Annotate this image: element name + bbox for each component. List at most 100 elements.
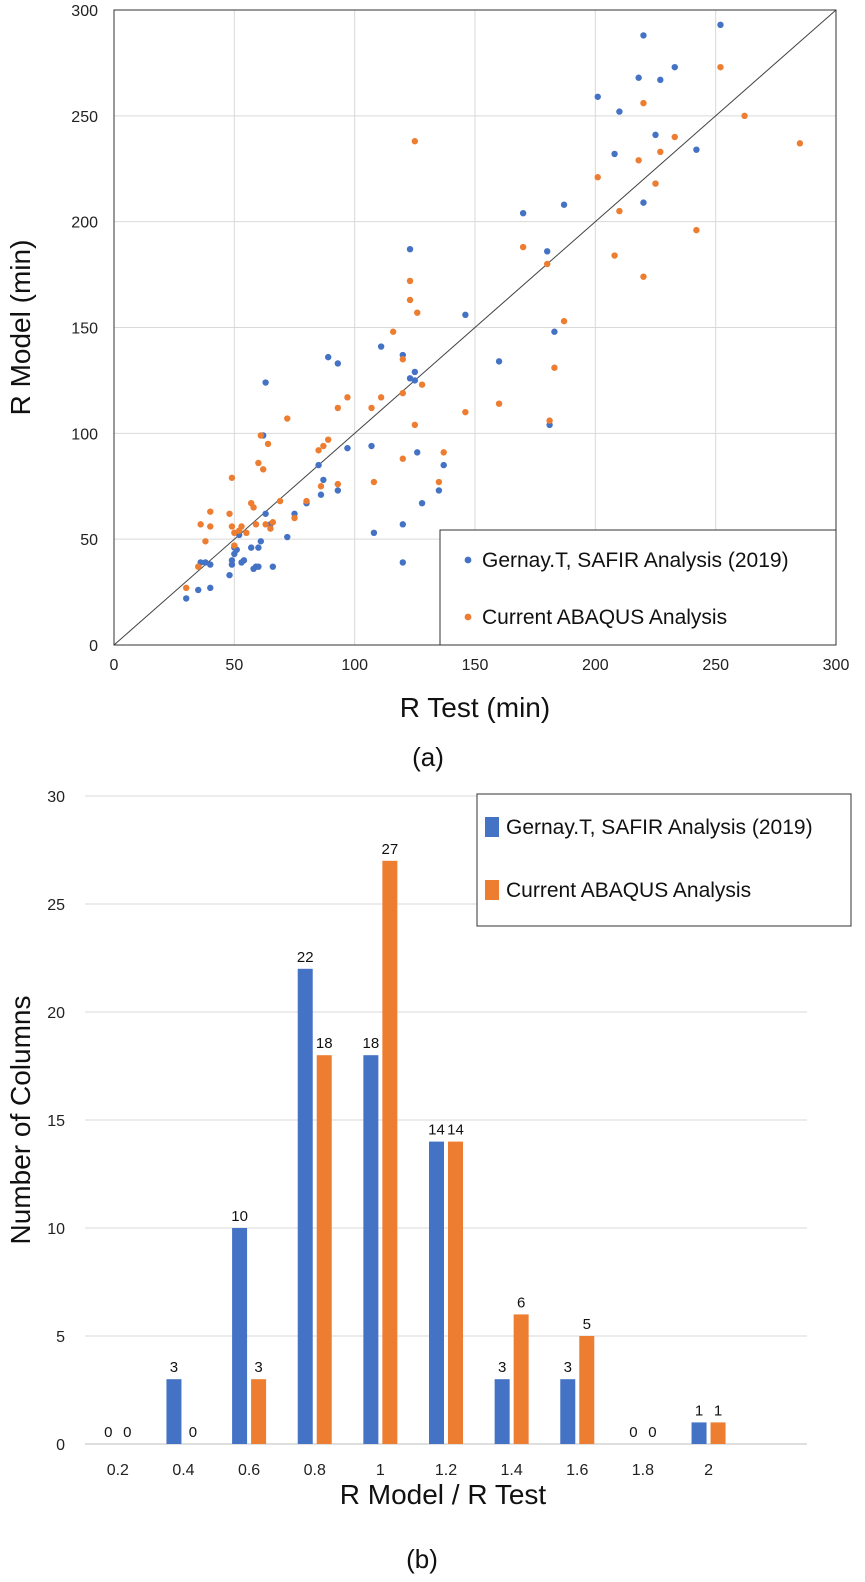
abaqus-point [560, 317, 568, 325]
abaqus-point [495, 400, 503, 407]
x-tick-label: 100 [341, 657, 368, 674]
legend: Gernay.T, SAFIR Analysis (2019) Current A… [439, 529, 837, 646]
safir-point [519, 210, 527, 217]
abaqus-point [238, 523, 245, 530]
abaqus-bar [448, 1141, 463, 1444]
safir-bar [166, 1379, 182, 1444]
safir-point [317, 491, 325, 498]
safir-bar [494, 1379, 510, 1444]
abaqus-point [257, 432, 265, 439]
subfigure-caption: (a) [412, 742, 444, 772]
safir-point [334, 487, 342, 494]
grid [85, 795, 807, 1445]
safir-point [616, 108, 623, 115]
safir-point [262, 379, 269, 386]
abaqus-point [406, 277, 414, 285]
safir-point [640, 32, 647, 39]
x-tick-label: 0.8 [304, 1462, 326, 1479]
tick-labels: 0 50 100 150 200 250 300 0 50 100 150 200 250 300 [71, 3, 849, 674]
x-tick-label: 50 [225, 657, 243, 674]
abaqus-point [519, 243, 527, 251]
x-tick-label: 1.2 [435, 1462, 457, 1479]
abaqus-point [594, 174, 601, 181]
bar-value-label: 0 [189, 1424, 197, 1441]
legend-label: Current ABAQUS Analysis [506, 879, 751, 902]
abaqus-point [640, 273, 647, 280]
x-tick-label: 1.6 [566, 1462, 588, 1479]
safir-point [202, 559, 209, 566]
x-tick-label: 250 [702, 657, 729, 674]
safir-point [406, 245, 414, 253]
subfigure-caption: (b) [406, 1544, 438, 1574]
bar-value-label: 18 [316, 1035, 333, 1052]
legend-swatch [485, 880, 499, 900]
safir-point [315, 461, 322, 469]
abaqus-point [611, 252, 618, 259]
safir-point [207, 584, 214, 592]
reference-line [113, 9, 837, 646]
y-tick-label: 100 [71, 426, 98, 443]
safir-point [611, 150, 618, 158]
safir-point [240, 557, 248, 564]
safir-point [255, 563, 262, 570]
bar-value-label: 10 [231, 1208, 248, 1225]
x-tick-label: 1 [376, 1462, 385, 1479]
safir-point [228, 557, 236, 564]
abaqus-point [243, 529, 250, 537]
abaqus-point [546, 417, 553, 424]
data-points [183, 21, 804, 602]
abaqus-point [671, 133, 678, 141]
abaqus-point [389, 328, 397, 335]
abaqus-point [399, 356, 406, 363]
safir-point [440, 461, 447, 469]
safir-point [226, 571, 233, 579]
abaqus-bar [251, 1379, 267, 1444]
abaqus-point [411, 138, 419, 145]
safir-point [399, 559, 406, 566]
safir-point [334, 360, 342, 367]
safir-point [544, 248, 551, 255]
safir-point [495, 358, 503, 365]
x-tick-label: 0.4 [172, 1462, 194, 1479]
legend-marker [464, 613, 472, 621]
safir-point [257, 538, 265, 545]
legend-box [476, 793, 852, 927]
abaqus-point [252, 521, 260, 528]
legend-label: Current ABAQUS Analysis [482, 606, 727, 629]
abaqus-point [231, 529, 238, 537]
abaqus-point [640, 99, 647, 107]
safir-point [435, 487, 443, 494]
y-tick-label: 50 [80, 532, 98, 549]
abaqus-point [551, 364, 558, 371]
scatter-chart: 0 50 100 150 200 250 300 0 50 100 150 200 250 300 Ger… [5, 3, 849, 772]
bar-value-label: 6 [517, 1294, 525, 1311]
y-tick-label: 5 [56, 1329, 65, 1346]
x-tick-label: 150 [462, 657, 489, 674]
safir-point [399, 521, 406, 528]
safir-point [284, 533, 291, 541]
x-tick-label: 200 [582, 657, 609, 674]
abaqus-point [334, 480, 342, 488]
abaqus-point [377, 394, 385, 401]
safir-bar [297, 968, 313, 1444]
safir-point [560, 201, 568, 208]
abaqus-bar [710, 1422, 726, 1444]
abaqus-point [334, 404, 342, 412]
legend-label: Gernay.T, SAFIR Analysis (2019) [482, 549, 789, 572]
abaqus-point [462, 408, 469, 416]
abaqus-point [260, 466, 267, 473]
abaqus-point [202, 538, 209, 545]
abaqus-point [414, 309, 421, 316]
abaqus-point [320, 442, 327, 450]
y-tick-label: 30 [47, 789, 65, 806]
abaqus-point [693, 226, 700, 234]
bar-value-label: 1 [714, 1402, 722, 1419]
safir-point [414, 449, 421, 456]
abaqus-point [267, 525, 274, 532]
x-axis-title: R Test (min) [400, 692, 550, 723]
x-tick-label: 1.4 [501, 1462, 523, 1479]
abaqus-point [399, 389, 406, 397]
abaqus-point [231, 542, 238, 549]
